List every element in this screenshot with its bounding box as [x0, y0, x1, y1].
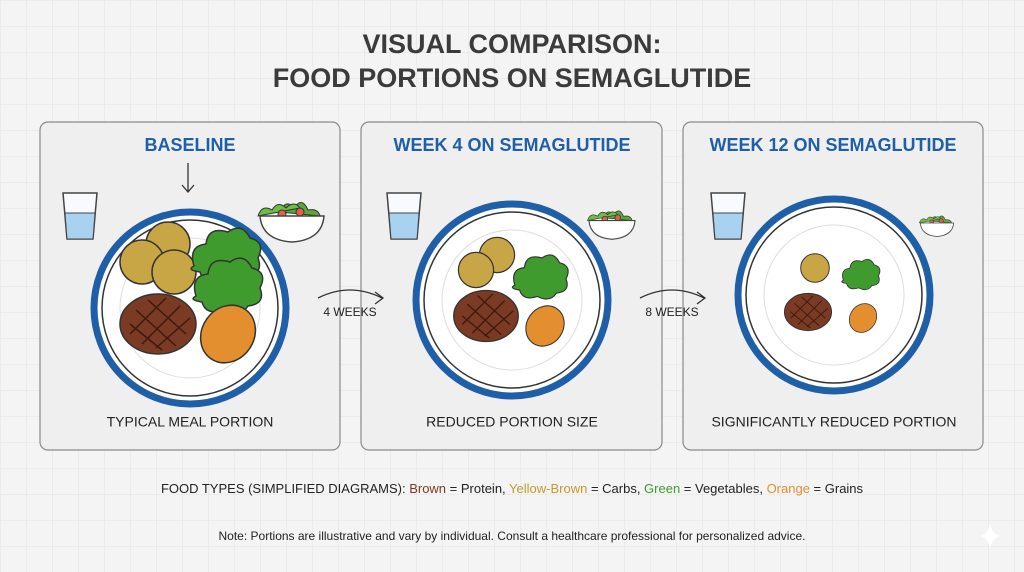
panel-caption: SIGNIFICANTLY REDUCED PORTION	[711, 414, 956, 430]
panel: WEEK 4 ON SEMAGLUTIDE REDUCED PORTION SI…	[360, 121, 663, 451]
legend-text: = Vegetables,	[680, 481, 766, 496]
legend: FOOD TYPES (SIMPLIFIED DIAGRAMS): Brown …	[161, 481, 864, 496]
transition-arrow: 8 WEEKS	[639, 289, 707, 319]
panel: BASELINE TYPICAL MEAL PORTION	[39, 121, 341, 451]
title-line: VISUAL COMPARISON:	[362, 29, 661, 59]
panel-heading: WEEK 4 ON SEMAGLUTIDE	[393, 135, 630, 155]
legend-term: Yellow-Brown	[509, 481, 587, 496]
legend-text: = Carbs,	[587, 481, 644, 496]
note: Note: Portions are illustrative and vary…	[219, 529, 806, 543]
transition-label: 4 WEEKS	[323, 305, 376, 319]
title-line: FOOD PORTIONS ON SEMAGLUTIDE	[273, 63, 752, 93]
transition-label: 8 WEEKS	[645, 305, 698, 319]
panel-heading: WEEK 12 ON SEMAGLUTIDE	[709, 135, 956, 155]
panel-heading: BASELINE	[144, 135, 235, 155]
legend-term: Brown	[409, 481, 446, 496]
legend-term: Green	[644, 481, 680, 496]
legend-prefix: FOOD TYPES (SIMPLIFIED DIAGRAMS):	[161, 481, 409, 496]
legend-term: Orange	[767, 481, 810, 496]
panel-caption: REDUCED PORTION SIZE	[426, 414, 598, 430]
transition-arrow: 4 WEEKS	[317, 289, 385, 319]
sparkle-icon	[980, 524, 1000, 548]
panel-caption: TYPICAL MEAL PORTION	[107, 414, 274, 430]
panel: WEEK 12 ON SEMAGLUTIDE SIGNIFICANTLY RED…	[682, 121, 984, 451]
legend-text: = Protein,	[446, 481, 509, 496]
legend-text: = Grains	[810, 481, 864, 496]
